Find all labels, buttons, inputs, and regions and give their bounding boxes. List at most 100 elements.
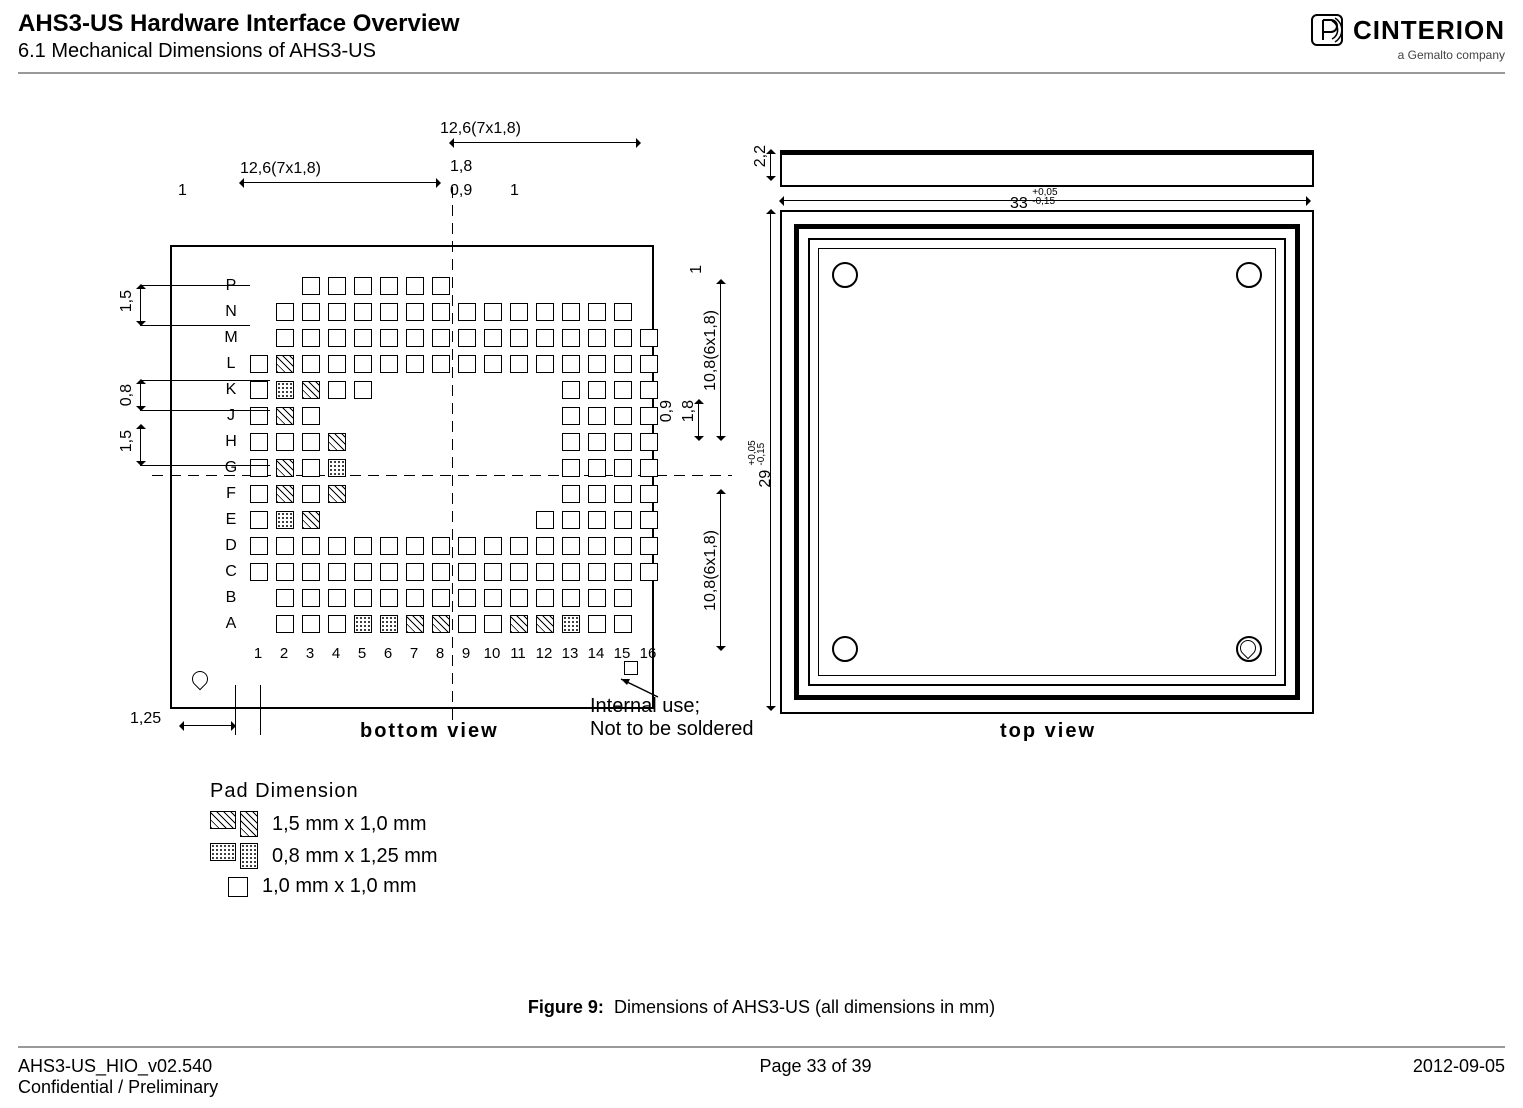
footer-left2: Confidential / Preliminary — [18, 1077, 218, 1098]
pad-A8 — [432, 615, 450, 633]
pad-D15 — [614, 537, 632, 555]
pad-F3 — [302, 485, 320, 503]
pad-K5 — [354, 381, 372, 399]
pad-B14 — [588, 589, 606, 607]
doc-subtitle: 6.1 Mechanical Dimensions of AHS3-US — [18, 40, 1505, 63]
pad-J15 — [614, 407, 632, 425]
logo-icon — [1309, 12, 1345, 48]
pad-A7 — [406, 615, 424, 633]
pad-H13 — [562, 433, 580, 451]
pad-A10 — [484, 615, 502, 633]
pad-B3 — [302, 589, 320, 607]
pad-M3 — [302, 329, 320, 347]
pad-D4 — [328, 537, 346, 555]
footer-center: Page 33 of 39 — [759, 1056, 871, 1077]
pad-K13 — [562, 381, 580, 399]
dim-d12: 0,9 — [658, 400, 676, 422]
pad-L7 — [406, 355, 424, 373]
pad-C9 — [458, 563, 476, 581]
pad-C1 — [250, 563, 268, 581]
dimline-d9 — [140, 425, 141, 465]
pad-F14 — [588, 485, 606, 503]
dim-d3: 1,8 — [450, 158, 472, 176]
pad-B13 — [562, 589, 580, 607]
pad-D8 — [432, 537, 450, 555]
pad-D12 — [536, 537, 554, 555]
pad-L10 — [484, 355, 502, 373]
pad-N6 — [380, 303, 398, 321]
pad-N10 — [484, 303, 502, 321]
row-label-K: K — [222, 381, 240, 399]
pad-G3 — [302, 459, 320, 477]
dim-d2: 12,6(7x1,8) — [440, 120, 521, 138]
pad-H16 — [640, 433, 658, 451]
pad-N14 — [588, 303, 606, 321]
pad-L1 — [250, 355, 268, 373]
pad-P3 — [302, 277, 320, 295]
pad-C8 — [432, 563, 450, 581]
col-label-7: 7 — [402, 645, 426, 662]
row-label-P: P — [222, 277, 240, 295]
pad-E2 — [276, 511, 294, 529]
row-label-L: L — [222, 355, 240, 373]
pad-L3 — [302, 355, 320, 373]
col-label-4: 4 — [324, 645, 348, 662]
pad-D5 — [354, 537, 372, 555]
pad-L15 — [614, 355, 632, 373]
row-label-F: F — [222, 485, 240, 503]
pad-A14 — [588, 615, 606, 633]
pad-C11 — [510, 563, 528, 581]
pad-D7 — [406, 537, 424, 555]
dimline-d1 — [240, 182, 440, 183]
pad-B15 — [614, 589, 632, 607]
top-view-profile — [780, 150, 1314, 187]
pad-C3 — [302, 563, 320, 581]
pad-legend: Pad Dimension 1,5 mm x 1,0 mm 0,8 mm x 1… — [210, 780, 438, 904]
dim-d6: 1 — [510, 182, 519, 200]
row-label-N: N — [222, 303, 240, 321]
pad-L13 — [562, 355, 580, 373]
pad-N7 — [406, 303, 424, 321]
pad-G14 — [588, 459, 606, 477]
pad-C13 — [562, 563, 580, 581]
pad-M9 — [458, 329, 476, 347]
pad-B6 — [380, 589, 398, 607]
pad-D3 — [302, 537, 320, 555]
pad-A12 — [536, 615, 554, 633]
legend-r2: 0,8 mm x 1,25 mm — [272, 845, 438, 868]
pad-E3 — [302, 511, 320, 529]
pad-D13 — [562, 537, 580, 555]
pad-J2 — [276, 407, 294, 425]
centerline-v — [452, 187, 453, 727]
pad-A15 — [614, 615, 632, 633]
dimline-d2 — [450, 142, 640, 143]
pad-P4 — [328, 277, 346, 295]
col-label-2: 2 — [272, 645, 296, 662]
pad-H1 — [250, 433, 268, 451]
pad-A5 — [354, 615, 372, 633]
pad-K2 — [276, 381, 294, 399]
footer-rule — [18, 1046, 1505, 1048]
footer-right: 2012-09-05 — [1413, 1056, 1505, 1077]
pad-K1 — [250, 381, 268, 399]
pad-D9 — [458, 537, 476, 555]
col-label-12: 12 — [532, 645, 556, 662]
top-view-outline — [780, 210, 1314, 714]
pad-N5 — [354, 303, 372, 321]
dim-d4: 0,9 — [450, 182, 472, 200]
dim-d1: 12,6(7x1,8) — [240, 160, 321, 178]
pad-K15 — [614, 381, 632, 399]
pin1-mark — [189, 668, 212, 691]
top-view-frame3 — [818, 248, 1276, 676]
pad-C4 — [328, 563, 346, 581]
pad-N11 — [510, 303, 528, 321]
pad-A2 — [276, 615, 294, 633]
pad-D11 — [510, 537, 528, 555]
pad-F1 — [250, 485, 268, 503]
col-label-9: 9 — [454, 645, 478, 662]
pad-L8 — [432, 355, 450, 373]
pad-E14 — [588, 511, 606, 529]
dim-d8: 0,8 — [118, 384, 136, 406]
logo-text: CINTERION — [1353, 15, 1505, 46]
col-label-11: 11 — [506, 645, 530, 662]
